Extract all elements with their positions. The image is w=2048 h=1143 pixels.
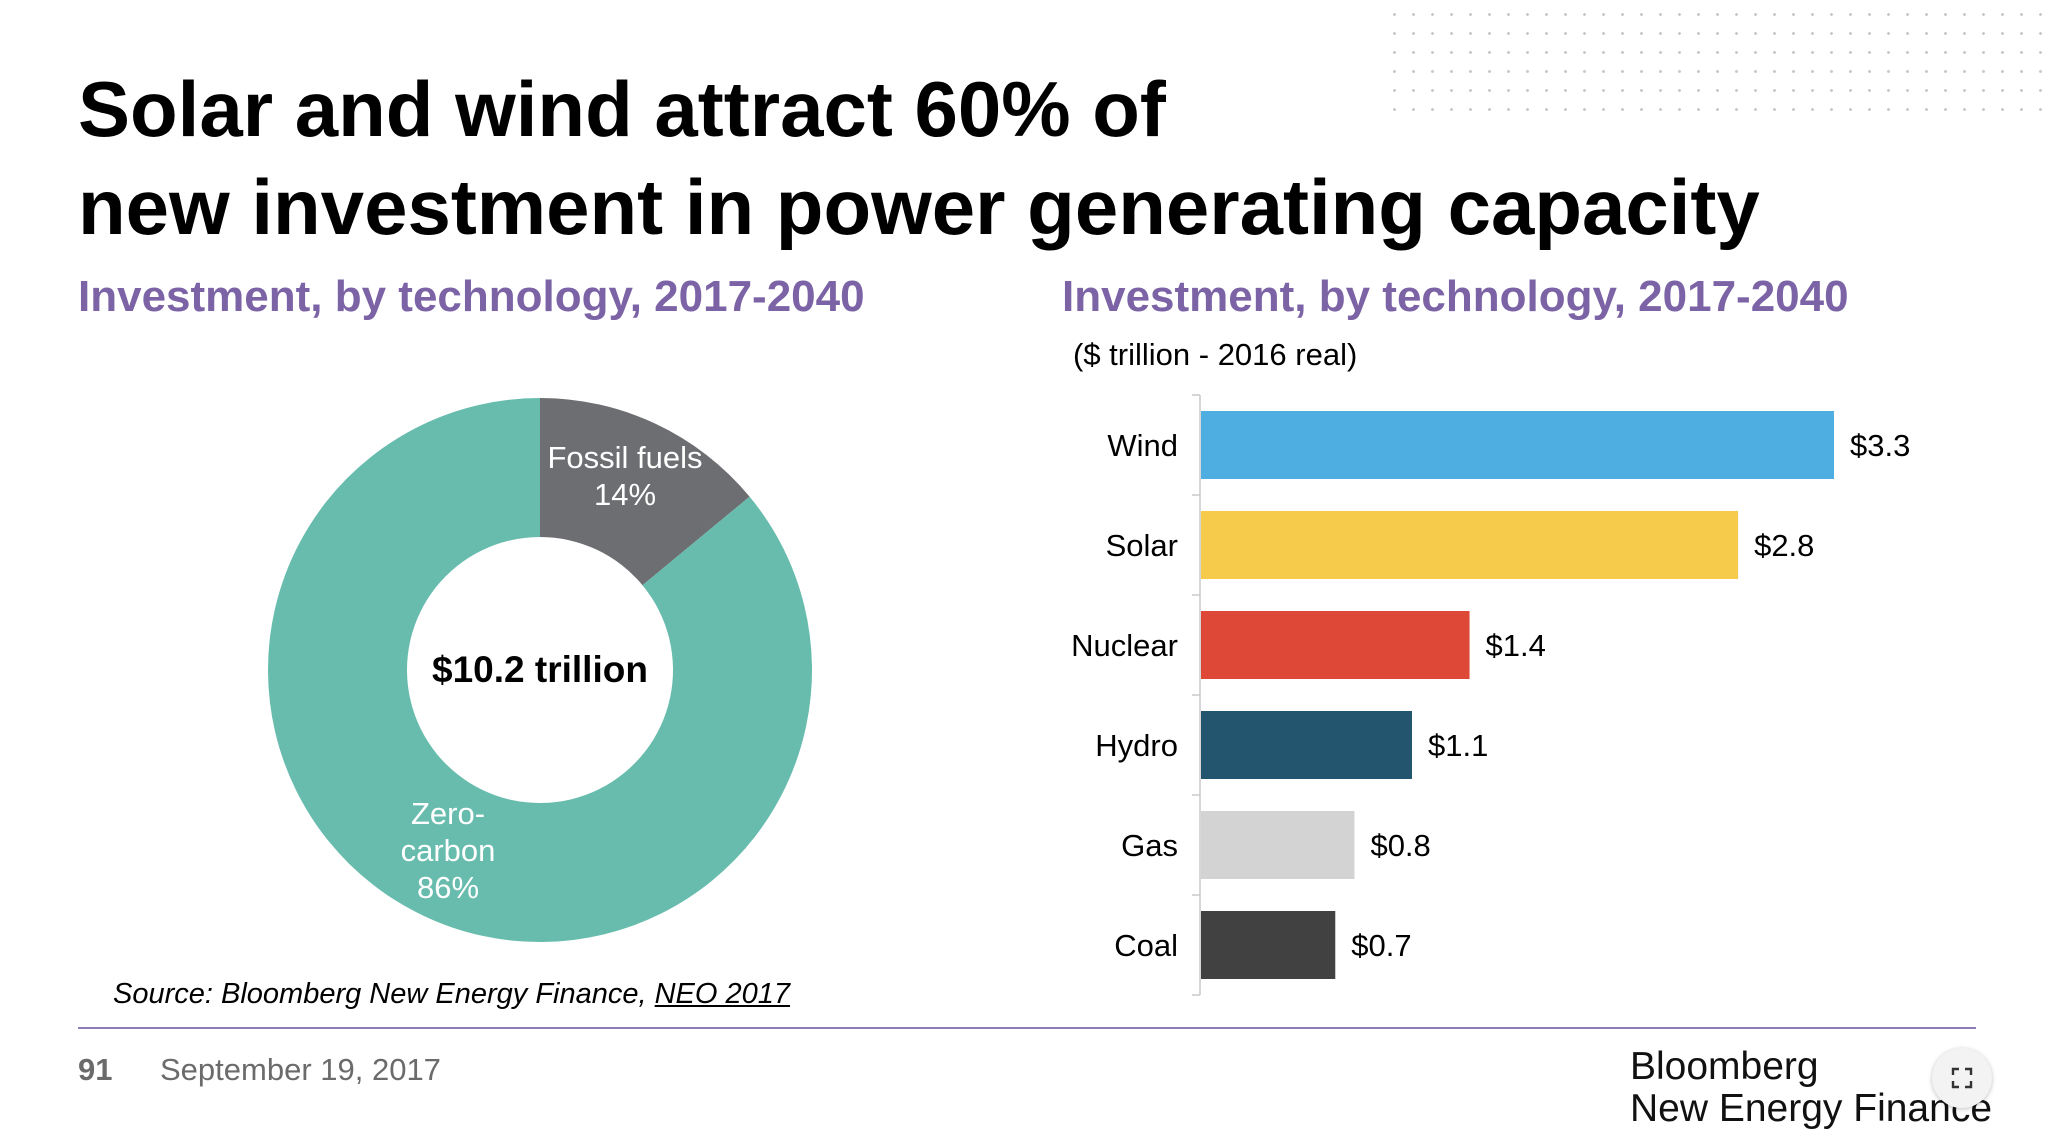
bar-hydro — [1201, 711, 1412, 779]
bar-coal — [1201, 911, 1336, 979]
source-prefix: Source: Bloomberg New Energy Finance, — [113, 978, 655, 1010]
bar-gas — [1201, 811, 1355, 879]
logo-line-1: Bloomberg — [1630, 1045, 1819, 1088]
value-label: $2.8 — [1754, 528, 1814, 563]
donut-slice — [540, 398, 750, 586]
bar-chart-title: Investment, by technology, 2017-2040 — [1062, 272, 1849, 321]
bar-wind — [1201, 411, 1834, 479]
value-label: $3.3 — [1850, 428, 1910, 463]
page-number: 91 — [78, 1052, 113, 1087]
slide-title-line-2: new investment in power generating capac… — [78, 163, 1760, 251]
donut-slice — [268, 398, 812, 942]
donut-slice-label: Fossil fuels 14% — [547, 440, 702, 512]
source-note: Source: Bloomberg New Energy Finance, NE… — [113, 976, 790, 1012]
bar-solar — [1201, 511, 1739, 579]
bar-chart-units: ($ trillion - 2016 real) — [1073, 337, 1358, 372]
bar-nuclear — [1201, 611, 1470, 679]
slide-date: September 19, 2017 — [160, 1052, 441, 1087]
value-label: $0.8 — [1370, 828, 1430, 863]
slide-title-line-1: Solar and wind attract 60% of — [78, 65, 1166, 153]
donut-chart-title: Investment, by technology, 2017-2040 — [78, 272, 865, 321]
category-label: Hydro — [1095, 728, 1178, 763]
donut-slice-label: Zero-carbon 86% — [401, 796, 496, 905]
value-label: $1.4 — [1486, 628, 1546, 663]
bar-chart: Wind $3.3 Solar $2.8 Nuclear $1.4 Hydro $1.1 Gas… — [1071, 394, 1910, 996]
category-label: Coal — [1114, 928, 1178, 963]
value-label: $1.1 — [1428, 728, 1488, 763]
footer-divider — [78, 1027, 1976, 1029]
category-label: Gas — [1121, 828, 1178, 863]
value-label: $0.7 — [1351, 928, 1411, 963]
expand-button[interactable] — [1932, 1048, 1992, 1108]
donut-center-label: $10.2 trillion — [432, 649, 648, 690]
bnef-logo: Bloomberg New Energy Finance — [1630, 1046, 1992, 1130]
expand-icon — [1951, 1067, 1973, 1089]
category-label: Solar — [1106, 528, 1178, 563]
donut-chart: Fossil fuels 14% Zero-carbon 86% $10.2 trill… — [268, 398, 812, 942]
source-link[interactable]: NEO 2017 — [654, 978, 791, 1010]
slide-title: Solar and wind attract 60% of new invest… — [78, 60, 1978, 256]
category-label: Nuclear — [1071, 628, 1178, 663]
logo-line-2: New Energy Finance — [1630, 1087, 1993, 1130]
dot-pattern-decoration — [1385, 0, 2048, 115]
category-label: Wind — [1107, 428, 1178, 463]
